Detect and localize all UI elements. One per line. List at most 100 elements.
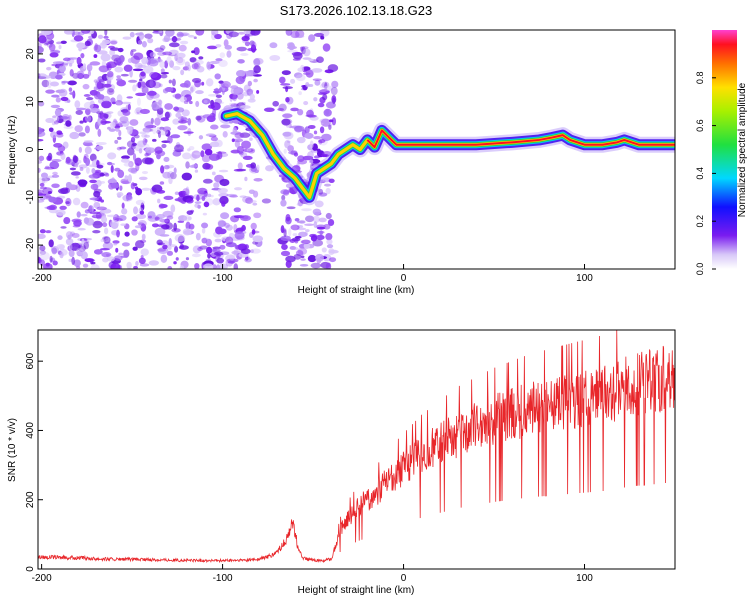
noise-blob bbox=[131, 142, 137, 147]
noise-blob bbox=[195, 90, 204, 95]
noise-blob bbox=[74, 125, 83, 133]
spectrogram-ridge bbox=[218, 105, 675, 206]
noise-blob bbox=[166, 56, 172, 65]
noise-blob bbox=[45, 165, 50, 169]
noise-blob bbox=[212, 246, 221, 250]
noise-blob bbox=[78, 146, 83, 153]
snr-y-ticks: 0 200 400 600 bbox=[25, 352, 43, 572]
noise-blob bbox=[123, 64, 133, 72]
noise-blob bbox=[55, 74, 63, 80]
noise-blob bbox=[199, 245, 208, 250]
noise-blob bbox=[120, 73, 129, 77]
noise-blob bbox=[181, 109, 190, 117]
noise-blob bbox=[137, 220, 147, 227]
noise-blob bbox=[195, 115, 202, 121]
noise-blob bbox=[106, 214, 118, 218]
spectrogram-y-tick-label: 0 bbox=[25, 146, 36, 152]
noise-blob bbox=[269, 42, 278, 49]
noise-blob bbox=[249, 30, 261, 36]
noise-blob bbox=[174, 93, 182, 100]
noise-blob bbox=[281, 118, 291, 126]
noise-blob bbox=[192, 245, 202, 254]
noise-blob bbox=[231, 250, 242, 255]
noise-blob bbox=[174, 191, 180, 196]
noise-blob bbox=[163, 34, 171, 43]
noise-blob bbox=[121, 242, 130, 247]
noise-blob bbox=[102, 222, 108, 228]
noise-blob bbox=[118, 129, 122, 137]
noise-blob bbox=[157, 198, 161, 204]
noise-blob bbox=[93, 190, 101, 198]
noise-blob bbox=[210, 124, 219, 130]
noise-blob bbox=[107, 70, 114, 78]
noise-blob bbox=[82, 63, 87, 70]
noise-blob bbox=[162, 126, 172, 132]
noise-blob bbox=[172, 65, 181, 71]
noise-blob bbox=[95, 212, 102, 220]
noise-blob bbox=[65, 181, 72, 189]
noise-blob bbox=[196, 194, 200, 202]
noise-blob bbox=[116, 229, 120, 238]
noise-blob bbox=[283, 229, 287, 237]
noise-blob bbox=[299, 219, 306, 225]
noise-blob bbox=[167, 265, 173, 269]
noise-blob bbox=[140, 248, 149, 256]
noise-blob bbox=[210, 136, 219, 142]
noise-blob bbox=[139, 263, 150, 267]
noise-blob bbox=[132, 68, 144, 72]
noise-blob bbox=[116, 75, 121, 79]
noise-blob bbox=[60, 152, 66, 161]
noise-blob bbox=[77, 179, 88, 186]
noise-blob bbox=[85, 167, 90, 174]
noise-blob bbox=[283, 189, 290, 196]
noise-blob bbox=[330, 86, 338, 96]
noise-blob bbox=[303, 72, 311, 76]
noise-blob bbox=[115, 100, 123, 106]
noise-blob bbox=[256, 90, 260, 94]
noise-blob bbox=[114, 125, 121, 129]
noise-blob bbox=[185, 186, 190, 195]
noise-blob bbox=[83, 94, 91, 97]
noise-blob bbox=[38, 155, 45, 162]
noise-blob bbox=[280, 225, 285, 234]
noise-blob bbox=[151, 223, 159, 228]
noise-blob bbox=[141, 233, 146, 241]
noise-blob bbox=[225, 236, 234, 245]
noise-blob bbox=[307, 151, 314, 159]
noise-blob bbox=[135, 92, 147, 97]
noise-blob bbox=[280, 199, 287, 207]
noise-blob bbox=[49, 255, 53, 263]
noise-blob bbox=[141, 133, 148, 138]
noise-blob bbox=[189, 85, 196, 92]
noise-blob bbox=[160, 165, 165, 174]
noise-blob bbox=[244, 41, 250, 47]
noise-blob bbox=[121, 155, 130, 160]
noise-blob bbox=[328, 124, 332, 130]
noise-blob bbox=[201, 237, 208, 244]
noise-blob bbox=[76, 70, 85, 79]
spectrogram-y-ticks: -20 -10 0 10 20 bbox=[25, 48, 43, 252]
noise-blob bbox=[324, 85, 334, 92]
noise-blob bbox=[154, 216, 160, 221]
noise-blob bbox=[218, 263, 228, 269]
noise-blob bbox=[250, 44, 257, 53]
noise-blob bbox=[83, 241, 89, 250]
noise-blob bbox=[134, 240, 145, 249]
noise-blob bbox=[74, 162, 79, 168]
snr-y-tick-label: 600 bbox=[25, 352, 36, 369]
noise-blob bbox=[84, 40, 91, 47]
noise-blob bbox=[127, 103, 131, 111]
noise-blob bbox=[76, 42, 86, 49]
noise-blob bbox=[312, 215, 320, 223]
noise-blob bbox=[141, 86, 149, 94]
noise-blob bbox=[316, 56, 324, 64]
noise-blob bbox=[183, 100, 189, 104]
snr-frame bbox=[37, 329, 676, 570]
noise-blob bbox=[310, 235, 318, 242]
noise-blob bbox=[38, 192, 44, 196]
noise-blob bbox=[133, 134, 140, 139]
noise-blob bbox=[285, 97, 290, 103]
noise-blob bbox=[40, 75, 52, 79]
noise-blob bbox=[82, 263, 89, 268]
noise-blob bbox=[242, 196, 253, 204]
